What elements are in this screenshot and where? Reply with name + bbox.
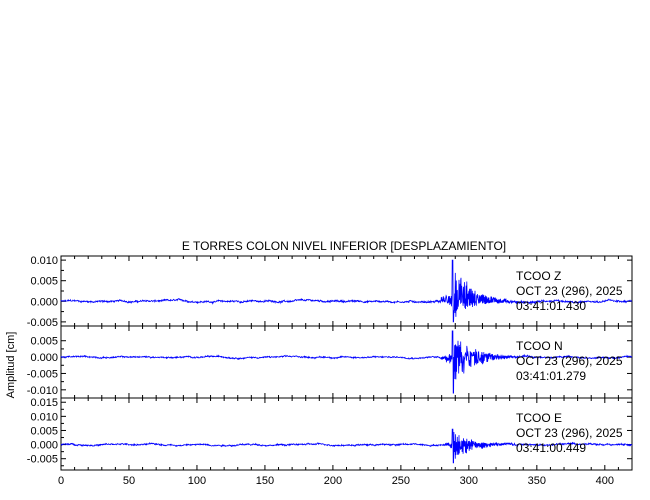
time-label: 03:41:01.279 bbox=[516, 369, 586, 383]
date-label: OCT 23 (296), 2025 bbox=[516, 284, 623, 298]
date-label: OCT 23 (296), 2025 bbox=[516, 426, 623, 440]
time-label: 03:41:01.430 bbox=[516, 299, 586, 313]
y-tick-label: 0.005 bbox=[30, 276, 58, 288]
y-tick-label: -0.005 bbox=[27, 317, 58, 329]
y-tick-label: 0.015 bbox=[30, 397, 58, 409]
x-tick-label: 400 bbox=[596, 475, 614, 487]
y-tick-label: -0.005 bbox=[27, 368, 58, 380]
x-tick-label: 0 bbox=[58, 475, 64, 487]
x-tick-label: 50 bbox=[123, 475, 135, 487]
y-axis-label: Amplitud [cm] bbox=[5, 332, 17, 399]
x-tick-label: 100 bbox=[188, 475, 206, 487]
series-line-z bbox=[60, 259, 633, 323]
y-tick-label: 0.005 bbox=[30, 336, 58, 348]
y-tick-label: 0.000 bbox=[30, 296, 58, 308]
x-tick-label: 300 bbox=[460, 475, 478, 487]
series-line-e bbox=[60, 428, 633, 464]
station-label: TCOO Z bbox=[516, 269, 561, 283]
y-tick-label: 0.000 bbox=[30, 352, 58, 364]
x-tick-label: 150 bbox=[256, 475, 274, 487]
y-tick-label: 0.010 bbox=[30, 255, 58, 267]
y-tick-label: 0.000 bbox=[30, 440, 58, 452]
y-tick-label: 0.010 bbox=[30, 411, 58, 423]
x-tick-label: 200 bbox=[324, 475, 342, 487]
y-tick-label: -0.010 bbox=[27, 385, 58, 397]
x-tick-label: 350 bbox=[528, 475, 546, 487]
y-tick-label: -0.005 bbox=[27, 454, 58, 466]
y-tick-label: 0.005 bbox=[30, 425, 58, 437]
x-tick-label: 250 bbox=[392, 475, 410, 487]
time-label: 03:41:00.449 bbox=[516, 441, 586, 455]
date-label: OCT 23 (296), 2025 bbox=[516, 354, 623, 368]
station-label: TCOO E bbox=[516, 411, 562, 425]
station-label: TCOO N bbox=[516, 339, 563, 353]
x-axis: 0 50 100 150 200 250 300 350 400 bbox=[58, 475, 614, 487]
series-line-n bbox=[60, 330, 633, 394]
chart-title: E TORRES COLON NIVEL INFERIOR [DESPLAZAM… bbox=[182, 239, 506, 253]
